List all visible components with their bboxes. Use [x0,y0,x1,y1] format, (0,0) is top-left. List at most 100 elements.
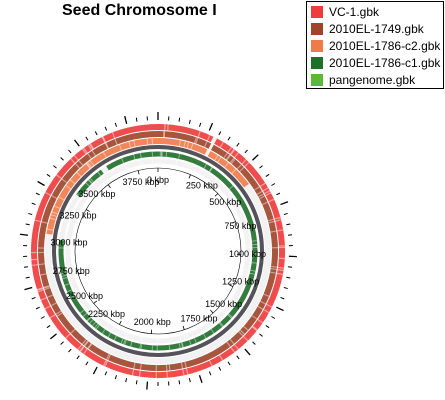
outer-tick [73,139,80,147]
ring-texture [84,340,89,347]
ring-texture [90,187,95,192]
ring-texture [230,158,236,165]
scale-tick [188,174,191,179]
legend-item: 2010EL-1749.gbk [311,21,424,37]
outer-tick [276,192,281,196]
outer-tick [49,333,57,340]
ring-texture [75,163,81,169]
ring-texture [226,341,231,348]
ring-texture [91,311,96,317]
outer-tick [265,173,270,177]
chart-title: Seed Chromosome I [62,2,217,19]
ring-texture [61,178,68,184]
ring-texture [92,312,97,317]
legend-label: 2010EL-1749.gbk [329,22,424,36]
ring-texture [218,322,223,328]
ring-texture [102,151,107,158]
ring-texture [215,315,220,321]
ring-texture [51,195,58,199]
ring-texture [229,157,235,164]
outer-tick [178,380,181,385]
ring-texture [87,162,93,168]
outer-tick [104,371,108,376]
ring-segment [38,131,278,371]
ring-texture [85,163,91,169]
legend-item: VC-1.gbk [311,4,379,20]
ring-texture [87,144,93,151]
ring-texture [81,339,87,345]
ring-texture [223,152,228,159]
ring-texture [241,159,247,165]
ring-texture [262,187,269,192]
outer-tick [178,117,181,122]
ring-texture [65,333,71,339]
ring-segment [58,151,258,351]
ring-texture [73,155,79,161]
outer-tick [40,316,45,319]
legend-label: pangenome.gbk [329,73,416,87]
outer-tick [60,157,64,161]
ring-texture [256,190,263,195]
ring-texture [100,319,105,324]
outer-tick [227,136,231,141]
ring-texture [231,168,237,174]
ring-texture [104,360,109,367]
ring-texture [208,167,213,172]
ring-texture [69,179,76,185]
ring-segment [207,150,249,188]
ring-texture [83,147,88,154]
scale-tick [119,320,122,325]
ring-texture [77,344,83,350]
ring-texture [94,323,99,329]
ring-texture [102,136,107,143]
ring-texture [88,179,93,184]
ring-texture [229,148,235,155]
ring-texture [223,308,228,313]
ring-texture [236,164,242,170]
ring-texture [222,309,227,314]
ring-texture [101,177,106,182]
ring-texture [91,150,96,157]
ring-segment [31,124,285,378]
ring-texture [258,193,264,198]
outer-tick [68,348,72,353]
tick-label: 3250 kbp [59,211,96,221]
ring-texture [225,154,231,160]
legend-swatch [311,6,323,18]
ring-texture [76,193,81,198]
outer-tick [280,201,289,206]
ring-texture [257,305,264,310]
legend-swatch [311,57,323,69]
scale-tick [85,209,90,212]
ring-texture [257,319,264,324]
outer-tick [265,325,270,329]
ring-texture [101,136,106,143]
outer-tick [85,361,89,366]
scale-tick [214,193,219,197]
outer-tick [46,173,51,177]
outer-tick [92,366,98,375]
outer-tick [218,366,222,371]
outer-tick [271,183,276,186]
outer-tick [276,306,284,312]
outer-tick [286,223,291,226]
ring-texture [244,161,250,168]
ring-texture [97,171,102,177]
ring-texture [81,148,87,155]
ring-texture [87,343,93,350]
ring-texture [85,182,90,187]
ring-texture [219,354,224,361]
tick-label: 3750 kbp [122,177,159,187]
legend-label: VC-1.gbk [329,5,380,19]
ring-texture [221,310,226,315]
tick-label: 250 kbp [186,181,218,191]
ring-texture [265,192,272,197]
outer-tick [35,192,40,196]
outer-tick [114,375,117,380]
ring-texture [103,360,107,367]
tick-label: 2250 kbp [88,309,125,319]
ring-texture [214,154,219,161]
legend-swatch [311,23,323,35]
ring-texture [210,328,215,334]
legend-label: 2010EL-1786-c1.gbk [329,56,441,70]
